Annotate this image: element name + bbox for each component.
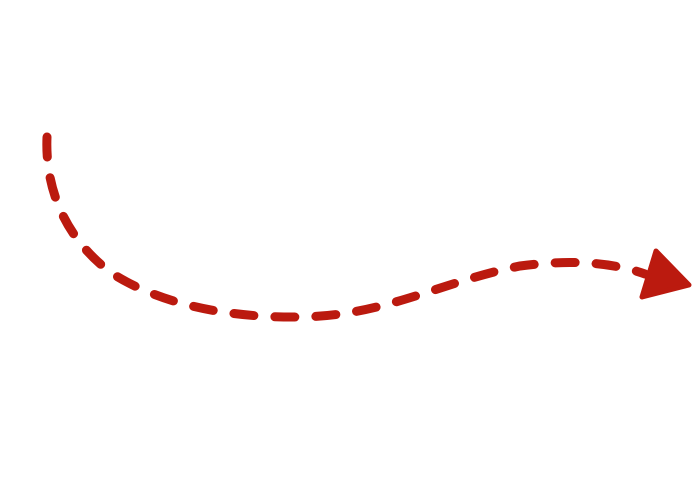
arrow-head: [639, 248, 692, 300]
arrow-shaft: [42, 132, 650, 322]
